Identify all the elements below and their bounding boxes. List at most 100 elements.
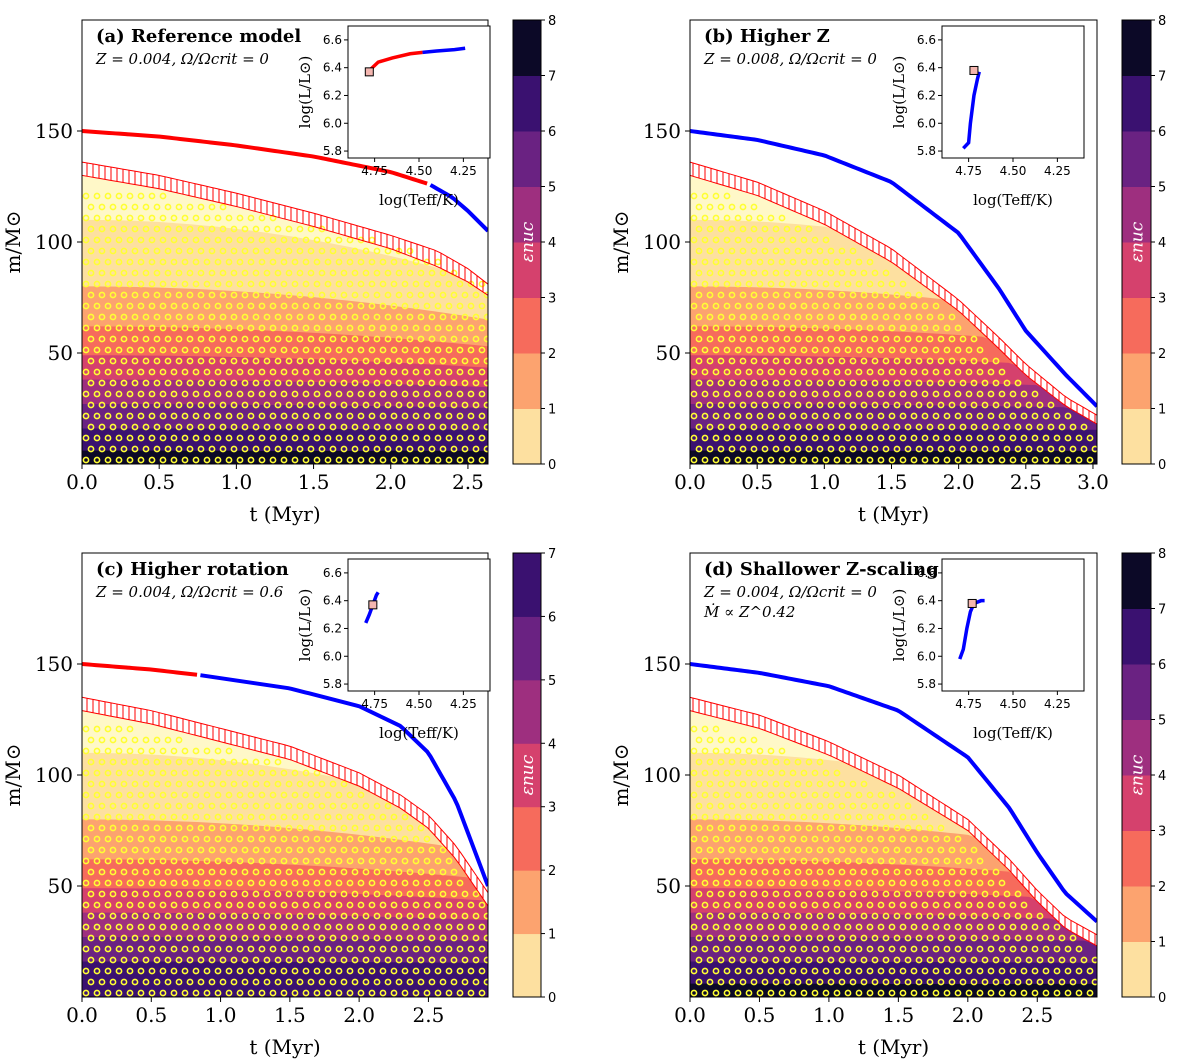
convection-dot [379, 412, 387, 420]
convection-dot [981, 890, 989, 898]
convection-dot [93, 368, 101, 376]
convection-dot [428, 423, 436, 431]
convection-dot [384, 868, 392, 876]
convection-dot [888, 835, 896, 843]
convection-dot [756, 302, 764, 310]
convection-dot [324, 879, 332, 887]
convection-dot [882, 868, 890, 876]
convection-dot [833, 989, 841, 997]
convection-dot [734, 967, 742, 975]
convection-dot [723, 879, 731, 887]
convection-dot [302, 280, 310, 288]
convection-dot [296, 225, 304, 233]
convection-dot [871, 868, 879, 876]
convection-dot [417, 868, 425, 876]
convection-dot [690, 280, 698, 288]
convection-dot [767, 879, 775, 887]
convection-dot [82, 302, 90, 310]
convection-dot [307, 802, 315, 810]
convection-dot [104, 412, 112, 420]
convection-dot [241, 956, 249, 964]
convection-dot [230, 401, 238, 409]
convection-dot [219, 291, 227, 299]
convection-dot [838, 868, 846, 876]
convection-dot [307, 824, 315, 832]
convection-dot [690, 192, 698, 200]
convection-dot [849, 335, 857, 343]
convection-dot [170, 236, 178, 244]
convection-dot [893, 868, 901, 876]
convection-dot [137, 368, 145, 376]
colorbar-tick-label: 0 [1158, 458, 1166, 473]
convection-dot [87, 824, 95, 832]
colorbar-segment [1122, 131, 1151, 187]
convection-dot [701, 302, 709, 310]
inset-y-label: log(L/L⊙) [296, 589, 314, 662]
convection-dot [467, 368, 475, 376]
convection-dot [728, 780, 736, 788]
convection-dot [269, 280, 277, 288]
convection-dot [778, 280, 786, 288]
convection-dot [745, 346, 753, 354]
colorbar-tick-label: 6 [548, 610, 556, 625]
convection-dot [285, 890, 293, 898]
convection-dot [186, 313, 194, 321]
convection-dot [937, 357, 945, 365]
convection-dot [811, 857, 819, 865]
convection-dot [789, 791, 797, 799]
convection-dot [395, 401, 403, 409]
convection-dot [959, 401, 967, 409]
convection-dot [412, 434, 420, 442]
convection-dot [104, 280, 112, 288]
convection-dot [285, 934, 293, 942]
convection-dot [291, 879, 299, 887]
convection-dot [142, 357, 150, 365]
convection-dot [745, 280, 753, 288]
convection-dot [794, 846, 802, 854]
convection-dot [849, 247, 857, 255]
convection-dot [717, 379, 725, 387]
convection-dot [423, 456, 431, 464]
convection-dot [170, 412, 178, 420]
convection-dot [313, 901, 321, 909]
convection-dot [866, 280, 874, 288]
convection-dot [888, 967, 896, 975]
convection-dot [794, 313, 802, 321]
convection-dot [478, 967, 486, 975]
convection-dot [252, 401, 260, 409]
convection-dot [192, 945, 200, 953]
convection-dot [318, 423, 326, 431]
convection-dot [822, 923, 830, 931]
convection-dot [761, 335, 769, 343]
convection-dot [1003, 978, 1011, 986]
convection-dot [192, 923, 200, 931]
colorbar-segment [1122, 553, 1151, 609]
convection-dot [866, 901, 874, 909]
convection-dot [164, 357, 172, 365]
convection-dot [833, 346, 841, 354]
convection-dot [164, 912, 172, 920]
hr-inset: 4.75 4.50 4.255.86.06.26.46.6log(Teff/K)lo… [890, 25, 1085, 209]
convection-dot [192, 236, 200, 244]
convection-dot [412, 324, 420, 332]
convection-dot [838, 269, 846, 277]
convection-dot [816, 912, 824, 920]
convection-dot [871, 313, 879, 321]
convection-dot [717, 824, 725, 832]
convection-dot [406, 291, 414, 299]
convection-dot [970, 335, 978, 343]
convection-dot [706, 934, 714, 942]
convection-dot [954, 324, 962, 332]
convection-dot [948, 890, 956, 898]
convection-dot [844, 879, 852, 887]
convection-dot [225, 368, 233, 376]
inset-x-label: log(Teff/K) [379, 724, 459, 742]
convection-dot [247, 923, 255, 931]
convection-dot [87, 357, 95, 365]
convection-dot [1042, 412, 1050, 420]
convection-dot [153, 247, 161, 255]
convection-dot [357, 302, 365, 310]
convection-dot [844, 258, 852, 266]
convection-dot [767, 456, 775, 464]
